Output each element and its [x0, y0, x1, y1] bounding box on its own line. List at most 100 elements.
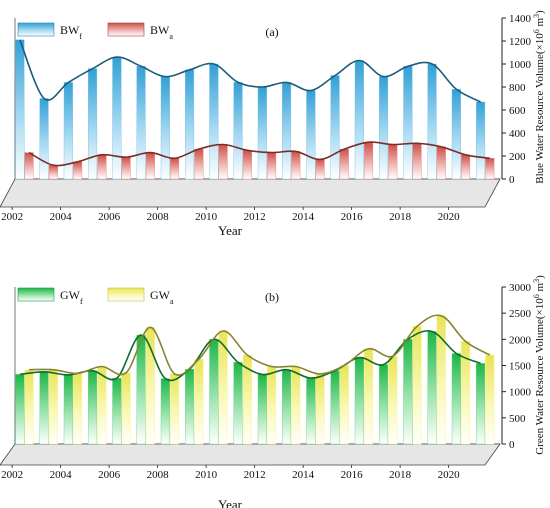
bar-gwf-2018	[403, 339, 413, 445]
bar-gwf-2012	[257, 374, 267, 445]
bar-bwa-2018	[412, 143, 422, 180]
bar-gwf-2011	[233, 362, 243, 445]
legend-label-subscript: f	[79, 32, 82, 41]
y-axis-title-part: Blue Water Resource Volume(×10	[534, 33, 546, 184]
bar-bwa-2011	[242, 150, 252, 180]
bar-bwf-2002	[15, 39, 25, 180]
trend-line-bwf	[19, 39, 481, 103]
bar-gwf-2007	[136, 334, 146, 445]
bar-gwf-2005	[87, 370, 98, 445]
x-tick-label: 2012	[244, 469, 266, 481]
legend-label-name: GW	[150, 288, 171, 302]
bar-bwf-2014	[306, 90, 316, 180]
x-tick-label: 2018	[389, 469, 412, 481]
legend-label-gwa: GWa	[150, 288, 174, 306]
bar-bwa-2012	[267, 152, 277, 180]
bar-bwa-2013	[291, 151, 301, 180]
y-tick-label: 500	[509, 413, 526, 425]
legend-label-gwf: GWf	[60, 288, 83, 306]
trend-line-gwa	[29, 314, 491, 376]
y-tick-label: 600	[509, 105, 526, 117]
bar-bwf-2017	[379, 76, 389, 180]
legend-label-bwa: BWa	[150, 23, 173, 41]
y-axis-title: Green Water Resource Volume(×106 m3)	[532, 275, 547, 455]
chart-panel-a: 0 200 400 600 800 1000 1200 1400 2002 2004 2006 200…	[0, 10, 546, 238]
y-axis-title: Blue Water Resource Volume(×106 m3)	[532, 10, 547, 184]
panel-label: (b)	[265, 290, 279, 304]
bar-bwa-2016	[364, 141, 374, 180]
bar-gwa-2018	[412, 326, 422, 445]
x-tick-label: 2008	[147, 211, 170, 223]
bar-bwf-2008	[160, 76, 170, 180]
bar-bwf-2006	[112, 56, 122, 180]
y-tick-label: 2500	[509, 308, 532, 320]
x-tick-label: 2002	[1, 211, 23, 223]
x-tick-label: 2010	[195, 211, 218, 223]
x-tick-label: 2020	[438, 211, 461, 223]
legend-swatch-gwf	[17, 287, 55, 302]
x-tick-label: 2002	[1, 469, 23, 481]
bar-bwf-2007	[136, 66, 146, 180]
y-tick-label: 800	[509, 82, 526, 94]
bar-gwf-2002	[15, 374, 25, 445]
y-axis-title-part: )	[534, 10, 546, 14]
bar-gwf-2010	[209, 339, 219, 445]
panel-label: (a)	[265, 25, 278, 39]
chart-floor	[0, 178, 501, 208]
bar-gwf-2003	[39, 371, 49, 445]
bar-gwa-2012	[267, 366, 277, 445]
legend-label-bwf: BWf	[60, 23, 82, 41]
bar-gwa-2021	[485, 354, 495, 445]
bar-bwf-2021	[476, 101, 486, 180]
y-tick-label: 3000	[509, 282, 532, 294]
x-tick-label: 2006	[98, 211, 121, 223]
bar-gwa-2004	[72, 373, 83, 445]
legend-label-subscript: a	[169, 32, 173, 41]
bar-bwf-2011	[233, 82, 243, 180]
bar-bwa-2019	[436, 146, 446, 180]
chart-panel-b: 0 500 1000 1500 2000 2500 3000 2002 2004 2006 2008…	[0, 275, 546, 508]
bar-gwa-2013	[291, 366, 301, 445]
y-tick-label: 1000	[509, 387, 532, 399]
y-axis-title-superscript: 3	[532, 279, 541, 283]
y-tick-label: 1200	[509, 36, 532, 48]
bar-bwf-2003	[39, 98, 49, 180]
x-tick-label: 2006	[98, 469, 121, 481]
bar-bwa-2015	[339, 148, 349, 180]
y-tick-label: 0	[509, 439, 515, 451]
bar-bwf-2005	[87, 68, 98, 180]
bar-bwa-2014	[315, 159, 325, 180]
y-tick-label: 1000	[509, 59, 532, 71]
x-axis-title: Year	[218, 497, 243, 508]
y-tick-label: 200	[509, 151, 526, 163]
bar-bwa-2002	[24, 152, 34, 180]
bar-bwf-2015	[330, 75, 340, 180]
x-tick-label: 2014	[292, 211, 315, 223]
legend-label-name: BW	[60, 23, 80, 37]
bar-gwf-2006	[112, 377, 122, 445]
bar-gwa-2016	[364, 348, 374, 445]
bar-bwa-2008	[169, 158, 180, 180]
bar-bwa-2003	[48, 164, 58, 180]
bar-bwf-2019	[427, 63, 437, 180]
bar-bwa-2010	[218, 144, 228, 180]
bar-gwf-2016	[354, 357, 364, 445]
bar-gwf-2014	[306, 377, 316, 445]
legend-swatch-bwf	[17, 22, 55, 37]
y-axis-title-part: m	[534, 282, 546, 294]
bar-gwf-2017	[379, 364, 389, 445]
y-axis-title-superscript: 3	[532, 14, 541, 18]
bar-gwa-2007	[145, 327, 155, 445]
bar-gwa-2008	[169, 373, 180, 445]
y-axis-title-superscript: 6	[532, 294, 541, 298]
legend-label-name: GW	[60, 288, 81, 302]
x-tick-label: 2016	[341, 211, 364, 223]
bar-gwa-2003	[48, 369, 58, 445]
x-tick-label: 2018	[389, 211, 412, 223]
x-tick-label: 2020	[438, 469, 461, 481]
bar-gwa-2017	[388, 355, 398, 445]
y-tick-label: 1400	[509, 13, 532, 25]
y-axis-title-superscript: 6	[532, 29, 541, 33]
x-tick-label: 2004	[50, 469, 73, 481]
